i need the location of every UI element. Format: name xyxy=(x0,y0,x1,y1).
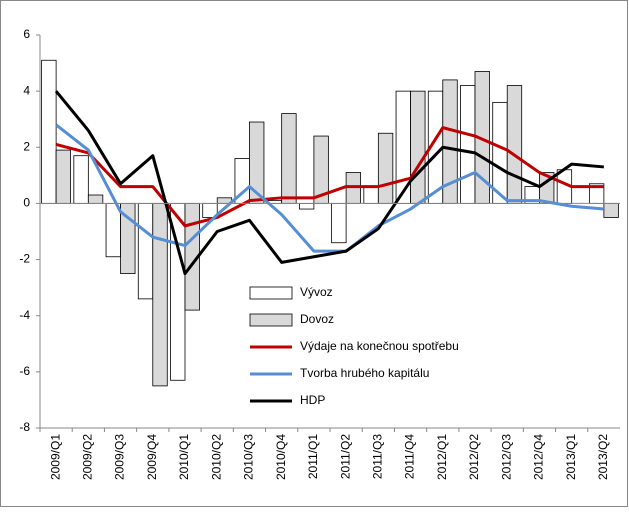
legend-label: Tvorba hrubého kapitálu xyxy=(300,366,429,380)
bar xyxy=(603,203,619,218)
x-tick-label: 2012/Q1 xyxy=(435,434,449,480)
x-tick-label: 2009/Q3 xyxy=(113,434,127,480)
legend-swatch xyxy=(249,313,293,327)
x-tick-label: 2013/Q1 xyxy=(564,434,578,480)
bar xyxy=(55,149,72,204)
bar xyxy=(363,186,379,204)
x-tick-label: 2010/Q3 xyxy=(242,434,256,480)
legend-label: Výdaje na konečnou spotřebu xyxy=(300,339,459,353)
x-tick-label: 2012/Q4 xyxy=(532,434,546,480)
bar xyxy=(41,59,57,204)
y-tick-label: 4 xyxy=(23,83,30,97)
y-tick-label: 0 xyxy=(23,196,30,210)
bar xyxy=(105,203,121,258)
y-tick-label: -2 xyxy=(19,252,30,266)
bar xyxy=(410,90,426,204)
x-tick-label: 2009/Q2 xyxy=(81,434,95,480)
bar xyxy=(506,85,523,204)
line xyxy=(54,90,605,276)
bar xyxy=(152,203,168,387)
bar xyxy=(73,155,89,204)
bar xyxy=(460,85,476,204)
bar xyxy=(331,203,347,244)
y-tick-label: 2 xyxy=(23,139,30,153)
x-tick-label: 2009/Q4 xyxy=(145,434,159,480)
legend-swatch xyxy=(249,286,293,300)
bar xyxy=(87,194,104,204)
y-tick-label: -8 xyxy=(19,420,30,434)
x-tick-label: 2013/Q2 xyxy=(596,434,610,480)
x-tick-label: 2011/Q4 xyxy=(403,434,417,479)
legend-label: Vývoz xyxy=(300,285,333,299)
x-tick-label: 2010/Q1 xyxy=(177,434,191,480)
x-tick-label: 2012/Q3 xyxy=(499,434,513,480)
y-tick-label: -6 xyxy=(19,364,30,378)
x-tick-label: 2010/Q2 xyxy=(209,434,223,480)
bar xyxy=(377,132,394,204)
x-tick-label: 2011/Q2 xyxy=(338,434,352,479)
legend-label: Dovoz xyxy=(300,312,334,326)
y-tick-label: 6 xyxy=(23,27,30,41)
line xyxy=(55,123,605,253)
y-tick-label: -4 xyxy=(19,308,30,322)
bar xyxy=(281,113,297,204)
x-tick-label: 2010/Q4 xyxy=(274,434,288,480)
bar xyxy=(298,203,315,210)
x-tick-label: 2009/Q1 xyxy=(48,434,62,480)
x-tick-label: 2011/Q3 xyxy=(371,434,385,479)
x-tick-label: 2011/Q1 xyxy=(306,434,320,479)
x-tick-label: 2012/Q2 xyxy=(467,434,481,480)
bar xyxy=(137,203,154,300)
line xyxy=(55,126,604,228)
legend-label: HDP xyxy=(300,393,325,407)
